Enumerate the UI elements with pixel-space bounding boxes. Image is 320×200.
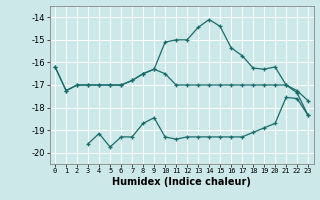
X-axis label: Humidex (Indice chaleur): Humidex (Indice chaleur) (112, 177, 251, 187)
